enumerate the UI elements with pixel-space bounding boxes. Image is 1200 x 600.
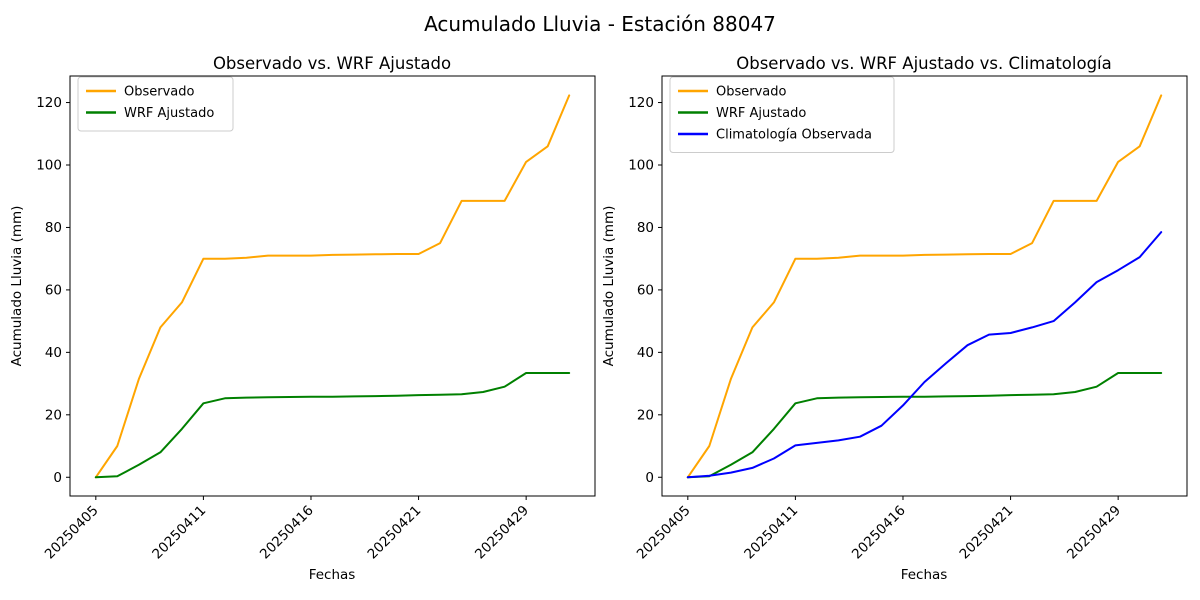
legend-label: Climatología Observada xyxy=(716,128,872,143)
x-tick-label: 20250429 xyxy=(1064,503,1124,563)
y-tick-label: 40 xyxy=(637,345,654,361)
legend-label: Observado xyxy=(716,85,787,100)
series-line-wrf-ajustado xyxy=(94,372,571,479)
x-tick-label: 20250421 xyxy=(956,503,1016,563)
y-tick-label: 20 xyxy=(45,407,62,423)
x-tick-label: 20250429 xyxy=(472,503,532,563)
left-yaxis-label: Acumulado Lluvia (mm) xyxy=(9,206,25,367)
figure-suptitle: Acumulado Lluvia - Estación 88047 xyxy=(424,12,776,36)
x-tick-label: 20250416 xyxy=(849,503,909,563)
left-xaxis-label: Fechas xyxy=(309,567,356,583)
axes-frame xyxy=(69,75,596,497)
series-line-observado xyxy=(94,94,571,479)
y-tick-label: 100 xyxy=(628,157,654,173)
subplot-1: 0 20 40 60 80 100 120 20250405 20250411 20250416 2… xyxy=(628,75,1188,563)
y-tick-label: 0 xyxy=(53,470,62,486)
legend-label: WRF Ajustado xyxy=(716,106,806,121)
y-tick-label: 60 xyxy=(45,282,62,298)
right-subplot-title: Observado vs. WRF Ajustado vs. Climatolo… xyxy=(736,54,1112,73)
x-tick-label: 20250405 xyxy=(634,503,694,563)
y-tick-label: 0 xyxy=(645,470,654,486)
y-tick-label: 20 xyxy=(637,407,654,423)
subplot-0: 0 20 40 60 80 100 120 20250405 20250411 20250416 2… xyxy=(36,75,596,563)
y-tick-label: 80 xyxy=(45,220,62,236)
x-tick-label: 20250416 xyxy=(257,503,317,563)
legend-box xyxy=(669,76,895,153)
y-tick-label: 60 xyxy=(637,282,654,298)
x-tick-label: 20250411 xyxy=(149,503,209,563)
right-yaxis-label: Acumulado Lluvia (mm) xyxy=(601,206,617,367)
x-tick-label: 20250405 xyxy=(42,503,102,563)
y-tick-label: 120 xyxy=(36,95,62,111)
legend-label: WRF Ajustado xyxy=(124,106,214,121)
series-line-observado xyxy=(686,94,1163,479)
axes-frame xyxy=(661,75,1188,497)
legend-box xyxy=(77,76,234,132)
y-tick-label: 100 xyxy=(36,157,62,173)
left-subplot-title: Observado vs. WRF Ajustado xyxy=(213,54,451,73)
y-tick-label: 80 xyxy=(637,220,654,236)
y-tick-label: 40 xyxy=(45,345,62,361)
y-tick-label: 120 xyxy=(628,95,654,111)
x-tick-label: 20250411 xyxy=(741,503,801,563)
series-line-climatolog-a-observada xyxy=(686,231,1163,479)
series-line-wrf-ajustado xyxy=(686,372,1163,479)
right-xaxis-label: Fechas xyxy=(901,567,948,583)
legend-label: Observado xyxy=(124,85,195,100)
x-tick-label: 20250421 xyxy=(364,503,424,563)
